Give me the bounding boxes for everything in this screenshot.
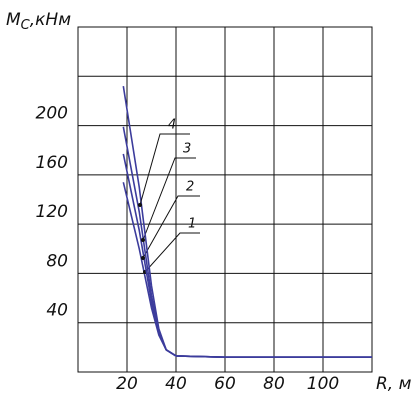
curve xyxy=(122,86,372,359)
y-tick-label: 200 xyxy=(36,104,68,124)
y-tick-label: 160 xyxy=(36,153,68,173)
leader-line xyxy=(144,232,200,273)
curve-label: 1 xyxy=(188,217,196,232)
curve-label: 2 xyxy=(186,180,194,195)
leader-line xyxy=(139,133,190,206)
leader-line xyxy=(142,195,200,259)
y-axis-label: MC,кНм xyxy=(6,10,71,33)
leader-dot xyxy=(141,238,145,242)
curve-label: 3 xyxy=(183,142,191,157)
leader-dot xyxy=(138,203,142,207)
x-tick-label: 60 xyxy=(214,374,236,394)
y-label-sub: C xyxy=(21,18,31,33)
curve-label: 4 xyxy=(168,118,176,133)
y-tick-label: 120 xyxy=(36,202,68,222)
y-label-main: M xyxy=(6,10,21,30)
x-tick-label: 100 xyxy=(307,374,339,394)
curve xyxy=(122,153,372,359)
leader-dot xyxy=(141,256,145,260)
x-tick-label: 40 xyxy=(165,374,187,394)
x-tick-label: 20 xyxy=(116,374,138,394)
curve xyxy=(122,182,372,359)
x-axis-label: R, м xyxy=(376,374,412,394)
y-label-unit: ,кНм xyxy=(30,10,71,30)
y-tick-label: 40 xyxy=(46,301,68,321)
y-tick-label: 80 xyxy=(46,251,68,271)
x-tick-label: 80 xyxy=(263,374,285,394)
leader-line xyxy=(142,157,196,241)
